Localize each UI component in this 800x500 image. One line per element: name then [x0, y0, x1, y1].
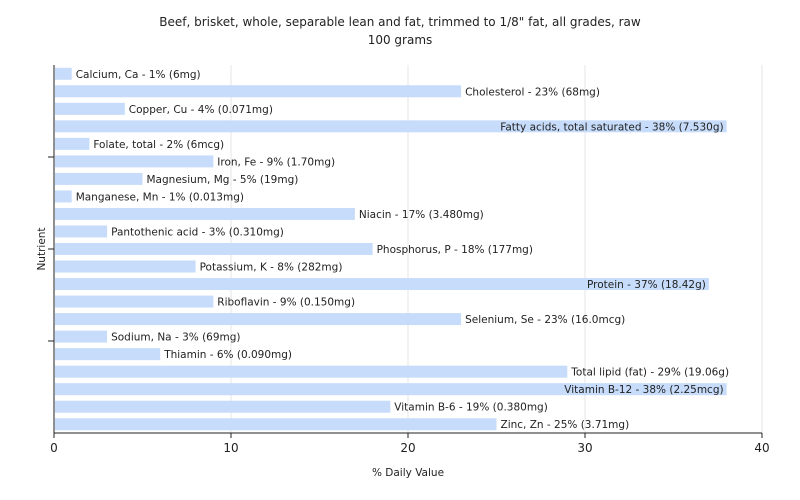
- bar-label: Zinc, Zn - 25% (3.71mg): [501, 419, 630, 431]
- bar: [55, 155, 214, 168]
- bar: [55, 400, 391, 413]
- bar: [55, 365, 568, 378]
- bar: [55, 102, 125, 115]
- bar-label: Calcium, Ca - 1% (6mg): [76, 69, 201, 81]
- bar-label: Fatty acids, total saturated - 38% (7.53…: [500, 121, 723, 133]
- bar-label: Sodium, Na - 3% (69mg): [111, 332, 240, 344]
- y-axis-title: Nutrient: [36, 227, 48, 270]
- bar-label: Iron, Fe - 9% (1.70mg): [217, 156, 335, 168]
- bar-label: Total lipid (fat) - 29% (19.06g): [570, 367, 729, 379]
- bar: [55, 418, 497, 431]
- bar: [55, 190, 72, 203]
- bar: [55, 295, 214, 308]
- bar: [55, 85, 462, 98]
- bar-label: Pantothenic acid - 3% (0.310mg): [111, 226, 284, 238]
- bar-label: Riboflavin - 9% (0.150mg): [217, 297, 355, 309]
- bar: [55, 243, 373, 255]
- bar: [55, 137, 90, 150]
- bar-label: Thiamin - 6% (0.090mg): [163, 349, 292, 361]
- bar-label: Cholesterol - 23% (68mg): [465, 86, 600, 98]
- bar-label: Vitamin B-6 - 19% (0.380mg): [394, 402, 548, 414]
- x-tick-label: 10: [223, 441, 238, 455]
- bar: [55, 172, 143, 185]
- bar: [55, 330, 108, 343]
- chart-subtitle: 100 grams: [368, 33, 433, 47]
- bar-label: Vitamin B-12 - 38% (2.25mcg): [564, 384, 723, 396]
- y-axis-ticks: [48, 156, 54, 342]
- bars-group: [55, 67, 727, 431]
- bar-label: Potassium, K - 8% (282mg): [200, 262, 343, 274]
- bar: [55, 120, 727, 133]
- bar: [55, 225, 108, 238]
- chart-title: Beef, brisket, whole, separable lean and…: [159, 15, 641, 29]
- x-tick-label: 20: [400, 441, 415, 455]
- bar-labels-group: Calcium, Ca - 1% (6mg) Cholesterol - 23% …: [76, 69, 729, 431]
- x-tick-label: 0: [50, 441, 58, 455]
- x-axis-title: % Daily Value: [372, 467, 444, 479]
- x-tick-label: 40: [754, 441, 769, 455]
- bar: [55, 207, 355, 220]
- x-tick-label: 30: [577, 441, 592, 455]
- bar-label: Folate, total - 2% (6mcg): [93, 139, 224, 151]
- bar: [55, 313, 462, 326]
- bar-label: Phosphorus, P - 18% (177mg): [377, 244, 533, 256]
- bar-label: Manganese, Mn - 1% (0.013mg): [76, 191, 244, 203]
- bar: [55, 67, 72, 80]
- bar: [55, 278, 709, 291]
- bar: [55, 383, 727, 396]
- bar-label: Selenium, Se - 23% (16.0mcg): [465, 314, 625, 326]
- bar-label: Magnesium, Mg - 5% (19mg): [147, 174, 299, 186]
- bar: [55, 348, 161, 361]
- x-axis-ticks: 0 10 20 30 40: [50, 433, 770, 455]
- bar: [55, 260, 196, 273]
- bar-label: Copper, Cu - 4% (0.071mg): [129, 104, 273, 116]
- bar-label: Niacin - 17% (3.480mg): [359, 209, 484, 221]
- bar-label: Protein - 37% (18.42g): [587, 279, 706, 291]
